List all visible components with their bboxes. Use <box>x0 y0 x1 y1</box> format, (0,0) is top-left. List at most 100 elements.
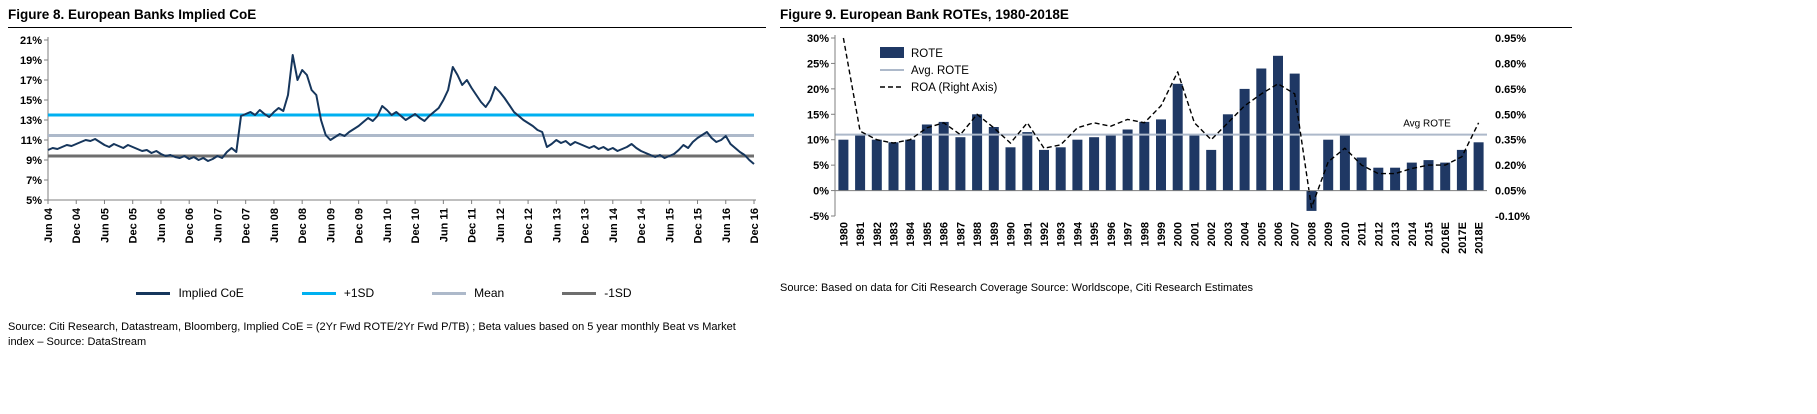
year-label: 2006 <box>1273 222 1285 246</box>
rote-bar <box>955 137 966 191</box>
legend-label: Mean <box>474 286 505 300</box>
year-label: 2015 <box>1423 222 1435 246</box>
x-tick-label: Jun 07 <box>212 208 224 243</box>
year-label: 2000 <box>1173 222 1185 246</box>
legend-item-1sd: +1SD <box>301 286 375 300</box>
year-label: 1996 <box>1106 222 1118 246</box>
x-tick-label: Jun 10 <box>382 208 394 243</box>
rote-bar <box>972 114 983 191</box>
y-tick-label: 17% <box>20 75 42 87</box>
x-tick-label: Dec 16 <box>749 208 761 243</box>
year-label: 1992 <box>1039 222 1051 246</box>
rote-bar <box>1206 149 1217 191</box>
rote-bar <box>938 121 949 191</box>
rote-bar <box>1156 119 1166 191</box>
rote-bar <box>1406 162 1417 191</box>
x-tick-label: Jun 04 <box>43 207 55 243</box>
year-label: 2005 <box>1256 222 1268 246</box>
year-label: 1982 <box>872 222 884 246</box>
year-label: 1993 <box>1056 222 1068 246</box>
rote-bar <box>1456 149 1467 191</box>
legend-swatch-implied-coe <box>136 291 171 295</box>
left-tick-label: 15% <box>807 109 829 121</box>
year-label: 2007 <box>1290 222 1302 246</box>
legend-item-1sd: -1SD <box>562 286 632 300</box>
figure9-source: Source: Based on data for Citi Research … <box>780 282 1254 294</box>
avg-rote-annotation: Avg ROTE <box>1403 119 1451 130</box>
x-tick-label: Jun 12 <box>495 208 507 243</box>
rote-bar <box>1356 157 1367 191</box>
rote-bar <box>1256 68 1267 191</box>
legend-item-implied-coe: Implied CoE <box>136 286 244 300</box>
y-tick-label: 15% <box>20 95 42 107</box>
rote-bar <box>1105 134 1116 191</box>
year-label: 1995 <box>1089 222 1101 246</box>
legend-swatch-mean <box>432 291 467 295</box>
rote-bar <box>1289 73 1300 191</box>
year-label: 2008 <box>1306 222 1318 246</box>
legend-swatch-rote <box>880 47 904 58</box>
rote-bar <box>1005 147 1016 191</box>
year-label: 1990 <box>1006 222 1018 246</box>
x-tick-label: Jun 09 <box>325 208 337 243</box>
rote-bar <box>855 134 866 191</box>
x-tick-label: Dec 09 <box>354 208 366 243</box>
year-label: 1988 <box>972 222 984 246</box>
rote-bar <box>1022 132 1033 191</box>
year-label: 2011 <box>1357 222 1369 246</box>
x-tick-label: Dec 15 <box>693 208 705 243</box>
year-label: 2013 <box>1390 222 1402 246</box>
y-tick-label: 5% <box>26 195 42 207</box>
legend-swatch-1sd <box>562 291 597 295</box>
right-tick-label: 0.05% <box>1495 186 1526 198</box>
legend-label: ROA (Right Axis) <box>911 82 997 94</box>
y-tick-label: 13% <box>20 115 42 127</box>
rote-bar <box>1339 134 1350 191</box>
rote-bar <box>838 139 849 191</box>
legend-label: Avg. ROTE <box>911 65 969 77</box>
x-tick-label: Dec 11 <box>467 208 479 243</box>
x-tick-label: Jun 15 <box>664 208 676 243</box>
year-label: 1991 <box>1022 222 1034 246</box>
year-label: 2016E <box>1440 222 1452 254</box>
figure8-chart: 21% 19% 17% 15% 13% 11% 9% 7% 5%Jun 04 Dec 04 Jun … <box>20 35 761 243</box>
figure8-title-rule <box>8 27 766 28</box>
right-tick-label: 0.50% <box>1495 109 1526 121</box>
year-label: 1994 <box>1072 221 1084 246</box>
rote-bar <box>1122 129 1133 191</box>
y-tick-label: 7% <box>26 175 42 187</box>
right-tick-label: 0.65% <box>1495 84 1526 96</box>
figure8-panel: Figure 8. European Banks Implied CoE 21%… <box>8 0 766 414</box>
rote-bar <box>988 127 999 191</box>
rote-bar <box>1273 55 1283 191</box>
right-tick-label: 0.35% <box>1495 135 1526 147</box>
left-tick-label: 0% <box>813 186 829 198</box>
x-tick-label: Jun 11 <box>438 208 450 242</box>
year-label: 2010 <box>1340 222 1352 246</box>
figure9-panel: Figure 9. European Bank ROTEs, 1980-2018… <box>780 0 1572 414</box>
x-tick-label: Dec 07 <box>241 208 253 243</box>
x-tick-label: Dec 14 <box>636 207 648 243</box>
rote-bar <box>1222 114 1233 191</box>
x-tick-label: Jun 14 <box>608 207 620 243</box>
x-tick-label: Dec 13 <box>580 208 592 243</box>
rote-bar <box>1423 160 1434 191</box>
year-label: 2012 <box>1373 222 1385 246</box>
year-label: 1987 <box>955 222 967 246</box>
legend-label: +1SD <box>343 286 375 300</box>
right-tick-label: -0.10% <box>1495 211 1530 223</box>
year-label: 1984 <box>905 221 917 246</box>
rote-bar <box>888 142 899 191</box>
left-tick-label: 30% <box>807 33 829 45</box>
x-tick-label: Dec 06 <box>184 208 196 243</box>
rote-bar <box>905 139 916 191</box>
year-label: 1986 <box>939 222 951 246</box>
y-tick-label: 9% <box>26 155 42 167</box>
rote-bar <box>1089 137 1100 191</box>
x-tick-label: Jun 16 <box>721 208 733 243</box>
rote-bar <box>1390 167 1401 191</box>
year-label: 2003 <box>1223 222 1235 246</box>
rote-bar <box>871 139 882 191</box>
x-tick-label: Jun 08 <box>269 208 281 243</box>
